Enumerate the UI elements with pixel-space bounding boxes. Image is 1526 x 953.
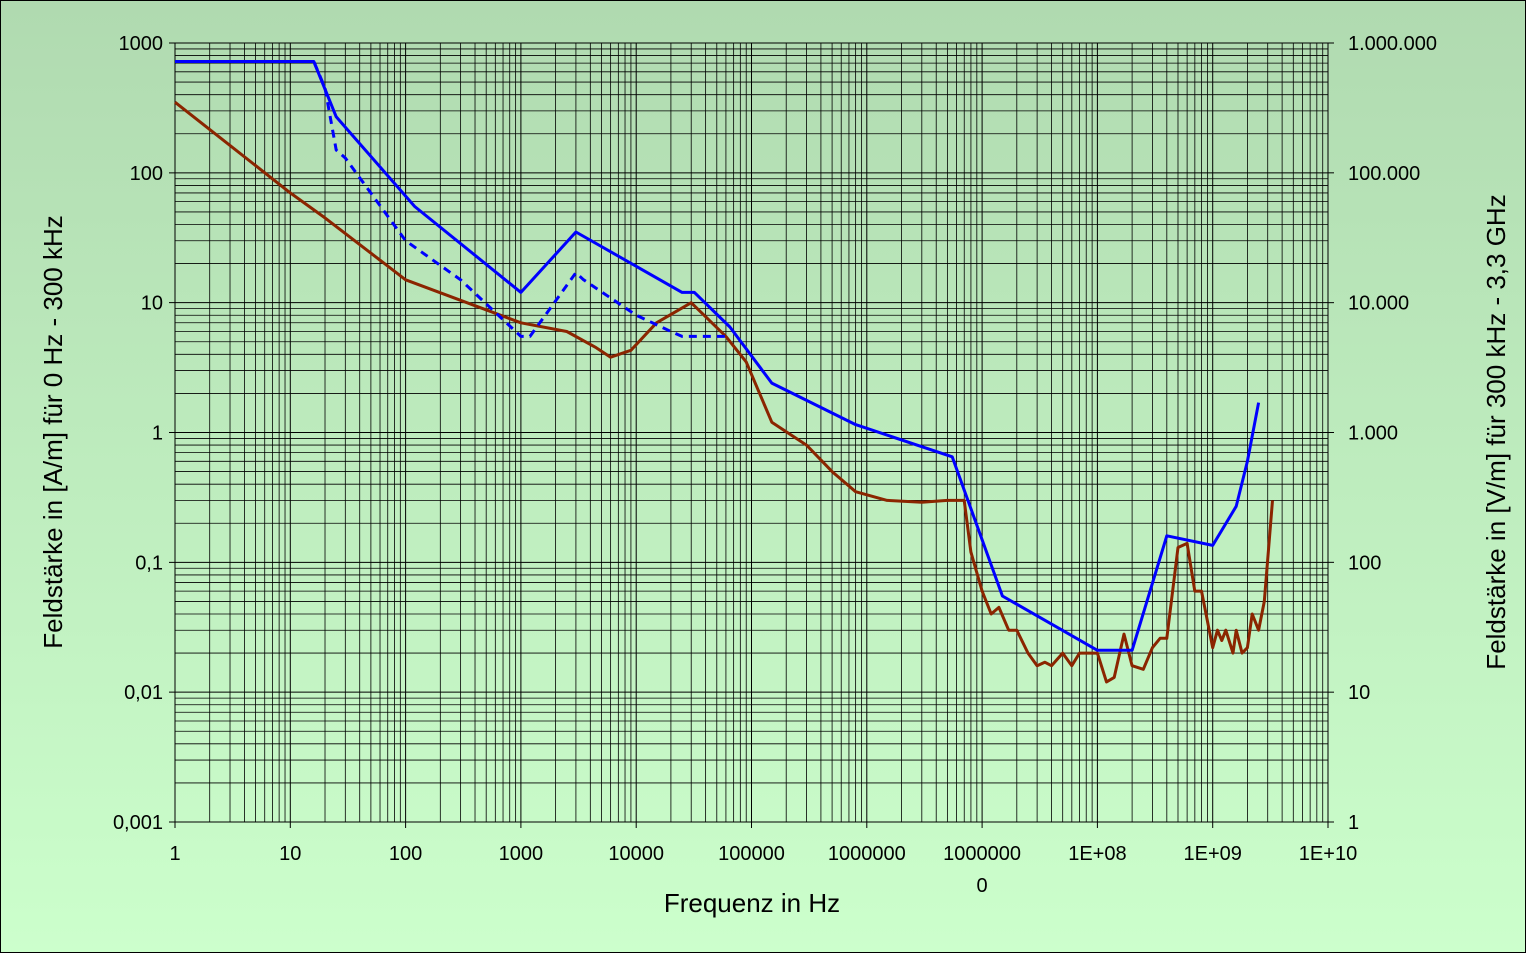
data-line: [175, 60, 1261, 652]
x-tick-label-line: 0: [977, 875, 988, 897]
data-line: [175, 60, 726, 338]
x-tick-label-line: 1000000: [943, 843, 1021, 865]
x-tick-label: 1000000: [828, 843, 906, 865]
y2-tick-label: 10.000: [1348, 293, 1409, 315]
y-tick-label: 0,1: [135, 552, 163, 574]
y-tick-label: 1000: [119, 33, 164, 55]
y2-axis-label: Feldstärke in [V/m] für 300 kHz - 3,3 GH…: [1481, 194, 1511, 669]
x-tick-label: 100: [389, 843, 422, 865]
x-axis-label: Frequenz in Hz: [664, 888, 840, 918]
data-line: [174, 101, 1274, 684]
x-tick-label: 1E+09: [1184, 843, 1242, 865]
y-tick-label: 0,01: [124, 682, 163, 704]
y-tick-label: 100: [130, 163, 163, 185]
y2-tick-label: 100: [1348, 552, 1381, 574]
y-axis-label: Feldstärke in [A/m] für 0 Hz - 300 kHz: [38, 215, 68, 648]
x-tick-label: 1E+08: [1068, 843, 1126, 865]
y2-tick-label: 10: [1348, 682, 1370, 704]
y-tick-label: 0,001: [113, 812, 163, 834]
x-tick-label: 1E+10: [1299, 843, 1357, 865]
y2-tick-label: 1: [1348, 812, 1359, 834]
plot-frame: [174, 42, 1329, 823]
x-tick-label: 10: [279, 843, 301, 865]
y2-tick-label: 1.000.000: [1348, 33, 1437, 55]
y-tick-label: 10: [141, 293, 163, 315]
x-tick-label: 1000000 0: [943, 843, 1021, 897]
x-tick-label: 10000: [608, 843, 664, 865]
y2-tick-label: 100.000: [1348, 163, 1420, 185]
x-tick-label: 1: [169, 843, 180, 865]
x-tick-label: 100000: [718, 843, 785, 865]
x-tick-label: 1000: [499, 843, 544, 865]
y-tick-label: 1: [152, 423, 163, 445]
y2-tick-label: 1.000: [1348, 423, 1398, 445]
